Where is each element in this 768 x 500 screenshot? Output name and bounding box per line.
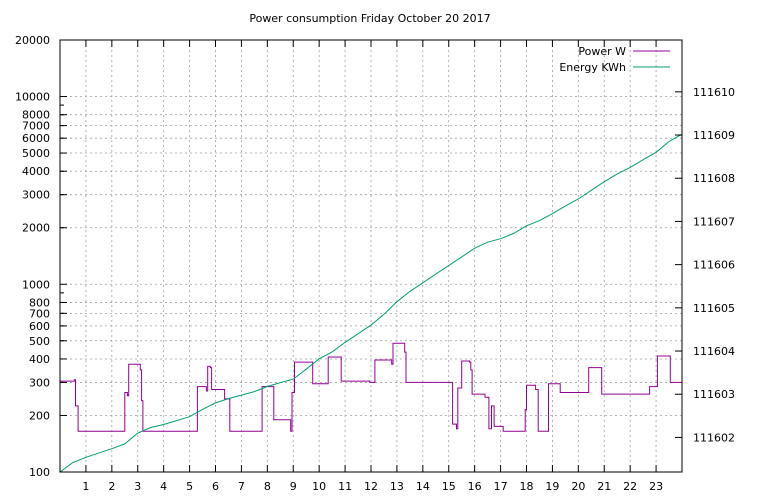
y-tick-label: 300 — [29, 376, 50, 389]
x-tick-label: 5 — [186, 480, 193, 493]
x-tick-label: 20 — [571, 480, 585, 493]
y2-tick-label: 111602 — [693, 431, 735, 444]
x-tick-label: 13 — [390, 480, 404, 493]
series-line-power — [60, 342, 682, 432]
x-tick-label: 8 — [264, 480, 271, 493]
grid — [60, 40, 682, 472]
x-tick-label: 10 — [312, 480, 326, 493]
legend-label: Energy KWh — [559, 61, 626, 74]
x-tick-label: 7 — [238, 480, 245, 493]
y2-tick-label: 111606 — [693, 259, 735, 272]
y-tick-label: 5000 — [22, 147, 50, 160]
x-tick-label: 15 — [442, 480, 456, 493]
y-tick-label: 20000 — [15, 34, 50, 47]
x-tick-label: 16 — [468, 480, 482, 493]
y-tick-label: 800 — [29, 296, 50, 309]
x-tick-label: 11 — [338, 480, 352, 493]
x-tick-label: 17 — [494, 480, 508, 493]
x-tick-label: 3 — [134, 480, 141, 493]
x-tick-label: 22 — [623, 480, 637, 493]
x-tick-label: 1 — [82, 480, 89, 493]
y2-tick-label: 111609 — [693, 129, 735, 142]
y2-tick-label: 111608 — [693, 172, 735, 185]
y-tick-label: 400 — [29, 353, 50, 366]
y-tick-label: 2000 — [22, 222, 50, 235]
x-tick-label: 19 — [545, 480, 559, 493]
y-tick-label: 200 — [29, 409, 50, 422]
y-tick-label: 1000 — [22, 278, 50, 291]
x-tick-label: 4 — [160, 480, 167, 493]
series-layer — [59, 133, 683, 473]
x-tick-label: 21 — [597, 480, 611, 493]
y-tick-label: 500 — [29, 335, 50, 348]
y-tick-label: 10000 — [15, 91, 50, 104]
y2-tick-label: 111610 — [693, 86, 735, 99]
y2-tick-label: 111605 — [693, 302, 735, 315]
x-tick-label: 2 — [108, 480, 115, 493]
legend: Power W Energy KWh — [559, 45, 670, 74]
x-tick-label: 18 — [520, 480, 534, 493]
x-tick-label: 14 — [416, 480, 430, 493]
chart-title: Power consumption Friday October 20 2017 — [249, 12, 490, 25]
legend-label: Power W — [578, 45, 626, 58]
y2-tick-label: 111607 — [693, 215, 735, 228]
y-tick-label: 600 — [29, 320, 50, 333]
y2-tick-label: 111604 — [693, 345, 735, 358]
y-tick-label: 4000 — [22, 165, 50, 178]
x-tick-label: 9 — [290, 480, 297, 493]
x-tick-label: 23 — [649, 480, 663, 493]
series-line-energy — [59, 133, 683, 473]
y-tick-label: 8000 — [22, 109, 50, 122]
x-tick-label: 12 — [364, 480, 378, 493]
y-tick-label: 7000 — [22, 120, 50, 133]
y-tick-label: 100 — [29, 466, 50, 479]
y-tick-label: 700 — [29, 307, 50, 320]
y-tick-label: 6000 — [22, 132, 50, 145]
y-tick-label: 3000 — [22, 189, 50, 202]
y2-tick-label: 111603 — [693, 388, 735, 401]
x-tick-label: 6 — [212, 480, 219, 493]
